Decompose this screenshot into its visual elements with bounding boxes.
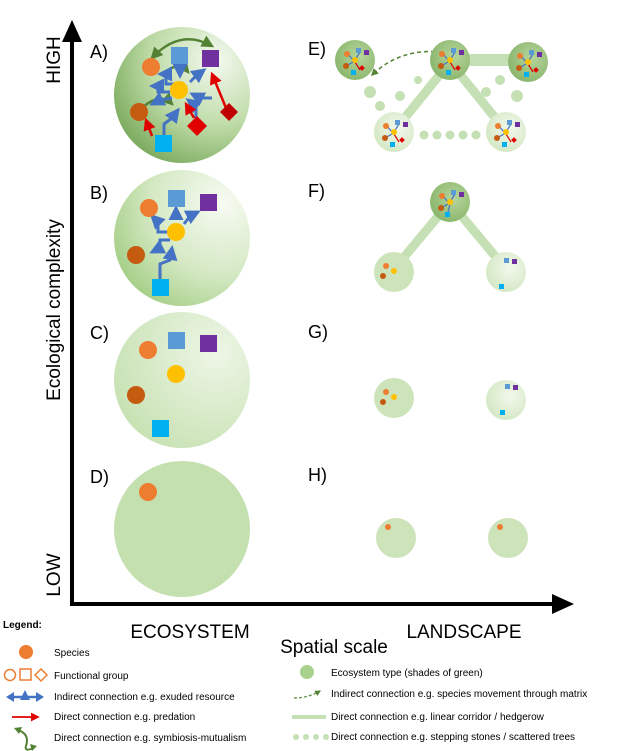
panel-b-ecosystem bbox=[114, 170, 250, 306]
x-axis-label: Spatial scale bbox=[280, 637, 388, 658]
panel-label-f: F) bbox=[308, 181, 325, 201]
predation-arrow bbox=[210, 71, 228, 109]
ecosystem-patch bbox=[376, 518, 416, 558]
x-axis-landscape-label: LANDSCAPE bbox=[406, 622, 521, 643]
mini-network bbox=[438, 190, 464, 217]
panel-label-g: G) bbox=[308, 322, 328, 342]
indirect-arrow bbox=[157, 66, 176, 86]
panel-label-e: E) bbox=[308, 39, 326, 59]
species-cyan-square bbox=[152, 420, 169, 437]
legend-ecosystem-type-label: Ecosystem type (shades of green) bbox=[331, 668, 483, 679]
stepping-stones-icon bbox=[293, 734, 329, 740]
legend-stepping-stones-label: Direct connection e.g. stepping stones /… bbox=[331, 732, 575, 743]
species-brown bbox=[130, 103, 148, 121]
legend-species: Species bbox=[19, 645, 90, 659]
axes bbox=[62, 20, 574, 614]
indirect-arrow bbox=[189, 92, 212, 107]
y-axis-high-label: HIGH bbox=[44, 36, 65, 84]
species-blue-square bbox=[168, 190, 185, 207]
species-purple-square bbox=[202, 50, 219, 67]
indirect-arrow bbox=[188, 68, 207, 84]
species-yellow bbox=[167, 365, 185, 383]
panel-label-a: A) bbox=[90, 42, 108, 62]
species-purple-square bbox=[200, 194, 217, 211]
legend-linear-corridor-label: Direct connection e.g. linear corridor /… bbox=[331, 712, 545, 723]
circle-outline-icon bbox=[3, 668, 17, 682]
legend-species-label: Species bbox=[54, 648, 90, 659]
square-outline-icon bbox=[19, 668, 32, 681]
legend-ecosystem-type: Ecosystem type (shades of green) bbox=[300, 665, 483, 679]
indirect-arrow bbox=[149, 213, 168, 234]
y-axis-low-label: LOW bbox=[44, 553, 65, 596]
indirect-arrow bbox=[182, 210, 201, 225]
y-axis-arrowhead bbox=[62, 20, 82, 42]
dashed-arrow-icon bbox=[293, 690, 322, 699]
species-red-diamond bbox=[187, 116, 207, 136]
panel-e-landscape bbox=[335, 40, 548, 152]
legend-functional-group: Functional group bbox=[3, 667, 129, 683]
legend-species-icon bbox=[19, 645, 33, 659]
mini-network bbox=[382, 120, 408, 147]
indirect-arrow bbox=[158, 245, 178, 280]
species-orange bbox=[139, 341, 157, 359]
species-blue-square bbox=[168, 332, 185, 349]
legend-functional-group-label: Functional group bbox=[54, 671, 129, 682]
species-purple-square bbox=[200, 335, 217, 352]
legend-title: Legend: bbox=[3, 620, 42, 631]
predation-arrow bbox=[143, 117, 156, 137]
symbiosis-arrow bbox=[150, 35, 215, 60]
ecosystem-patch bbox=[488, 518, 528, 558]
green-circle-icon bbox=[300, 665, 314, 679]
panel-d-ecosystem bbox=[114, 461, 250, 597]
predation-arrow bbox=[184, 101, 197, 119]
panel-label-d: D) bbox=[90, 467, 109, 487]
legend-linear-corridor: Direct connection e.g. linear corridor /… bbox=[292, 712, 545, 723]
species-orange bbox=[139, 483, 157, 501]
legend-direct-symbiosis: Direct connection e.g. symbiosis-mutuali… bbox=[14, 727, 246, 751]
panel-g-landscape bbox=[374, 378, 526, 420]
legend-direct-predation: Direct connection e.g. predation bbox=[12, 712, 195, 723]
species-cyan-square bbox=[152, 279, 169, 296]
y-axis-label: Ecological complexity bbox=[44, 219, 65, 401]
species-orange bbox=[140, 199, 158, 217]
species-darkred-diamond bbox=[220, 103, 238, 121]
panel-a-ecosystem bbox=[114, 27, 250, 163]
legend-direct-predation-label: Direct connection e.g. predation bbox=[54, 712, 195, 723]
mini-network bbox=[516, 50, 542, 77]
species-brown bbox=[127, 386, 145, 404]
species-yellow bbox=[167, 223, 185, 241]
stepping-stones bbox=[364, 75, 523, 140]
species-cyan-square bbox=[155, 135, 172, 152]
indirect-arrow bbox=[162, 107, 180, 136]
legend-stepping-stones: Direct connection e.g. stepping stones /… bbox=[293, 732, 575, 743]
indirect-arrow bbox=[149, 91, 173, 106]
panel-c-ecosystem bbox=[114, 312, 250, 448]
species-orange bbox=[142, 58, 160, 76]
indirect-arrow bbox=[149, 238, 170, 254]
panel-h-landscape bbox=[376, 518, 528, 558]
mini-network bbox=[343, 48, 369, 75]
diamond-outline-icon bbox=[33, 667, 49, 683]
panel-label-h: H) bbox=[308, 465, 327, 485]
panel-f-landscape bbox=[374, 182, 526, 292]
legend-indirect-movement-label: Indirect connection e.g. species movemen… bbox=[331, 689, 587, 700]
legend-indirect-exuded-label: Indirect connection e.g. exuded resource bbox=[54, 692, 235, 703]
panel-label-c: C) bbox=[90, 323, 109, 343]
legend-indirect-movement: Indirect connection e.g. species movemen… bbox=[293, 689, 587, 700]
ecosystem-circle-d bbox=[114, 461, 250, 597]
mini-network bbox=[494, 120, 520, 147]
green-curved-arrow-icon bbox=[17, 729, 35, 751]
species-yellow bbox=[170, 81, 188, 99]
species-blue-square bbox=[171, 47, 188, 64]
x-axis-ecosystem-label: ECOSYSTEM bbox=[130, 622, 249, 643]
legend-indirect-exuded: Indirect connection e.g. exuded resource bbox=[6, 690, 235, 703]
mini-network bbox=[438, 48, 464, 75]
x-axis-arrowhead bbox=[552, 594, 574, 614]
panel-label-b: B) bbox=[90, 183, 108, 203]
species-brown bbox=[127, 246, 145, 264]
legend-direct-symbiosis-label: Direct connection e.g. symbiosis-mutuali… bbox=[54, 733, 246, 744]
